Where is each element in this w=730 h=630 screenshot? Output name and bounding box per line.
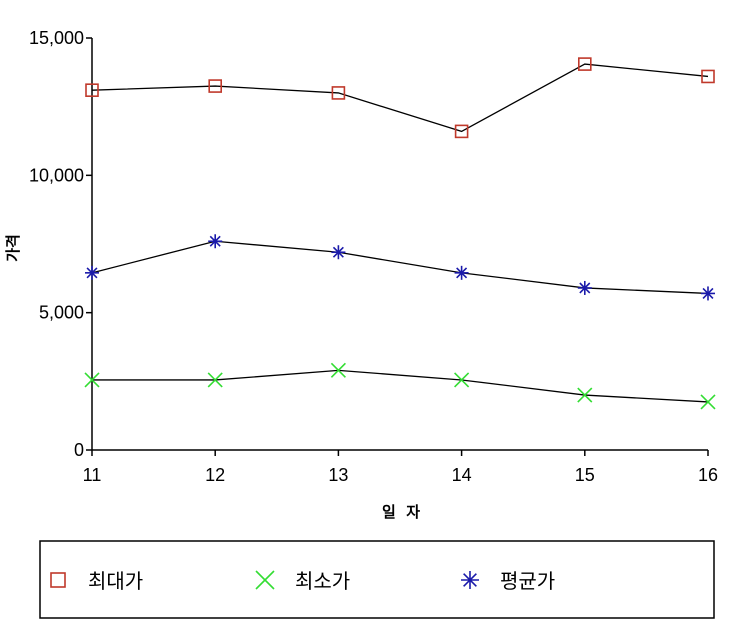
x-axis-ticks: 11 12 13 14 15 16	[83, 450, 718, 485]
data-point-series-2	[207, 372, 223, 388]
y-tick-label: 15,000	[29, 28, 84, 48]
data-point-series-3	[577, 280, 592, 295]
series-line-3	[91, 240, 709, 295]
y-axis-ticks: 0 5,000 10,000 15,000	[29, 28, 92, 460]
data-point-series-2	[84, 372, 100, 388]
data-point-series-2	[454, 372, 470, 388]
series-markers	[84, 57, 716, 410]
y-tick-label: 5,000	[39, 303, 84, 323]
legend-marker-3	[461, 571, 479, 589]
y-tick-label: 10,000	[29, 165, 84, 185]
data-point-series-3	[454, 265, 469, 280]
legend-item-1: 최대가	[50, 569, 143, 593]
y-axis-title: 가격	[4, 234, 22, 262]
series-line-2	[92, 369, 709, 403]
legend-label-2: 최소가	[295, 569, 350, 593]
x-tick-label: 12	[205, 465, 225, 485]
x-axis-title: 일 자	[382, 503, 420, 521]
y-tick-label: 0	[74, 440, 84, 460]
data-point-series-3	[331, 245, 346, 260]
data-point-series-1	[577, 57, 592, 71]
legend: 최대가 최소가 평균가	[50, 569, 555, 593]
x-tick-label: 15	[575, 465, 595, 485]
data-point-series-3	[701, 286, 715, 301]
series-lines	[91, 63, 709, 403]
legend-label-3: 평균가	[500, 569, 555, 593]
data-point-series-3	[208, 234, 223, 249]
data-point-series-2	[330, 362, 346, 378]
data-point-series-1	[331, 86, 346, 100]
data-point-series-1	[208, 79, 222, 93]
chart-axes	[91, 38, 708, 451]
legend-marker-2	[255, 570, 275, 590]
legend-box	[39, 540, 715, 619]
data-point-series-1	[454, 124, 469, 139]
data-point-series-3	[85, 265, 99, 280]
series-line-1	[91, 63, 709, 133]
x-tick-label: 11	[83, 465, 102, 485]
legend-label-1: 최대가	[88, 569, 143, 593]
legend-marker-1	[50, 572, 66, 588]
legend-item-2: 최소가	[255, 569, 350, 593]
data-point-series-2	[700, 394, 716, 410]
data-point-series-1	[85, 83, 99, 97]
x-tick-label: 16	[698, 465, 718, 485]
x-tick-label: 13	[328, 465, 348, 485]
data-point-series-1	[701, 69, 715, 84]
x-tick-label: 14	[452, 465, 472, 485]
data-point-series-2	[577, 387, 593, 403]
legend-item-3: 평균가	[461, 569, 555, 593]
